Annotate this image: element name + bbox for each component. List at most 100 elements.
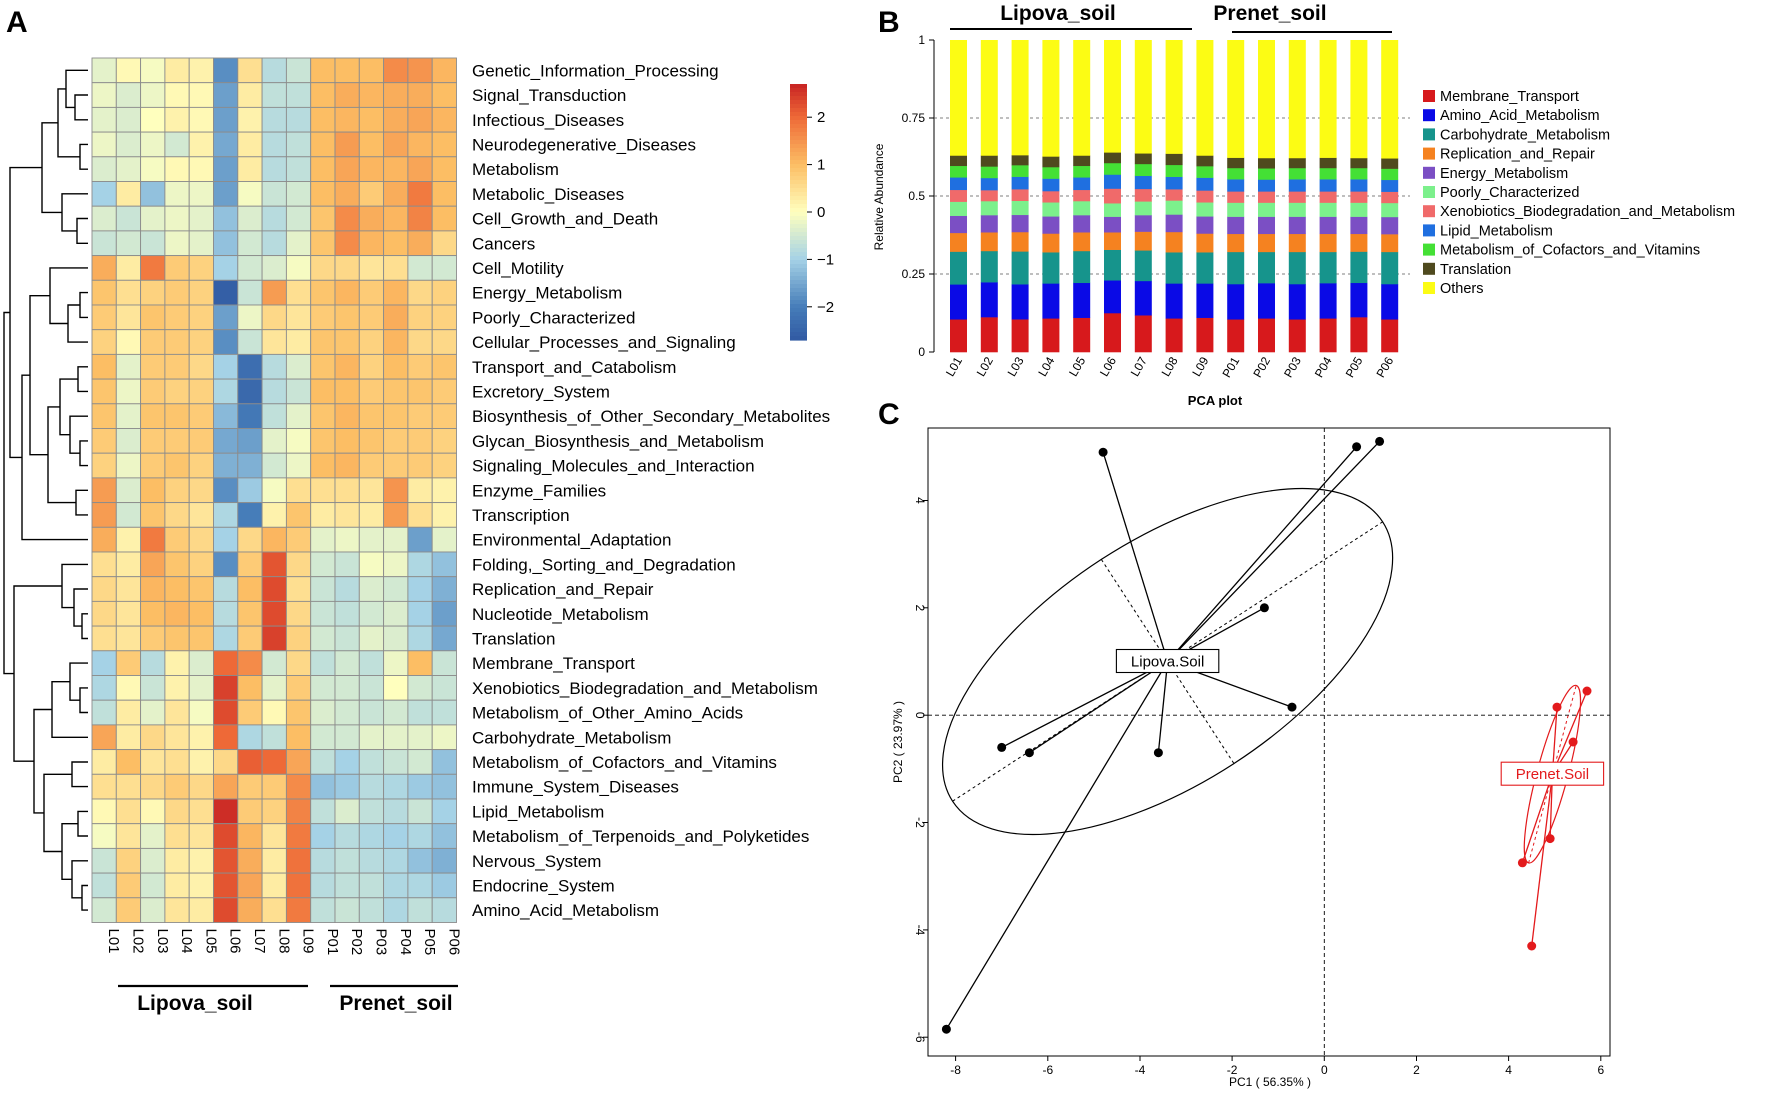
heatmap-cell [164,675,190,701]
colorbar-segment [790,292,807,297]
heatmap-cell [164,403,190,429]
heatmap-cell [334,749,360,775]
bar-y-tick-label: 0.5 [908,189,925,203]
heatmap-cell [310,353,336,380]
heatmap-cell [237,823,263,849]
heatmap-cell [188,353,214,380]
heatmap-cell [213,749,239,775]
heatmap-cell [383,279,409,306]
heatmap-cell [188,502,214,528]
heatmap-cell [383,181,409,207]
bar-segment [1319,40,1337,158]
heatmap-cell [140,551,166,578]
bar-segment [1227,283,1245,320]
colorbar-segment [790,284,807,289]
heatmap-cell [358,82,385,108]
bar-segment [950,189,967,202]
heatmap-cell [334,798,360,825]
bar-segment [1381,202,1399,218]
heatmap-cell [237,156,263,182]
heatmap-cell [188,329,214,355]
heatmap-cell [334,897,360,923]
heatmap-cell [115,255,142,281]
heatmap-cell [261,600,287,627]
colorbar-segment [790,240,807,245]
heatmap-cell [140,378,166,405]
heatmap-cell [164,230,190,257]
heatmap-cell [261,205,287,232]
heatmap-cell [213,502,239,528]
heatmap-cell [310,625,336,652]
pca-x-tick-label: 4 [1505,1063,1512,1077]
colorbar-segment [790,152,807,157]
heatmap-cell [140,872,166,899]
heatmap-cell [213,205,239,232]
heatmap-cell [358,205,385,232]
legend-label: Translation [1440,262,1511,278]
heatmap-cell [261,353,287,380]
bar-segment [1073,40,1091,156]
heatmap-row-label: Immune_System_Diseases [472,778,679,797]
bar-segment [1319,157,1337,169]
bar-segment [1073,155,1091,167]
colorbar-segment [790,248,807,253]
bar-segment [1104,249,1121,281]
heatmap-cell [358,897,385,923]
heatmap-cell [334,230,360,257]
heatmap-cell [188,181,214,207]
bar-stacks [950,40,1399,353]
heatmap-cell [91,699,117,726]
colorbar-segment [790,180,807,185]
bar-segment [1350,40,1368,159]
heatmap-cell [237,477,263,504]
bar-segment [1258,40,1275,159]
colorbar-segment [790,280,807,285]
heatmap-cell [91,255,117,281]
heatmap-cell [431,181,457,207]
bar-segment [1381,283,1399,320]
bar-segment [1350,157,1368,169]
bar-segment [1319,167,1337,180]
heatmap-cell [188,156,214,182]
colorbar-segment [790,288,807,293]
colorbar-segment [790,108,807,113]
heatmap-cell [164,699,190,726]
heatmap-cell [115,452,142,479]
heatmap-cell [431,304,457,331]
heatmap-column-label: L02 [129,929,146,954]
heatmap-cell [383,378,409,405]
bar-segment [1381,191,1399,204]
heatmap-cell [188,255,214,281]
heatmap-cell [383,131,409,158]
bar-segment [1227,319,1245,353]
heatmap-cell [310,428,336,454]
heatmap-cell [285,353,312,380]
bar-segment [1165,214,1183,233]
heatmap-cell [91,57,117,84]
heatmap-row-label: Metabolic_Diseases [472,185,624,204]
heatmap-cell [383,897,409,923]
bar-segment [1196,317,1214,353]
heatmap-cell [91,897,117,923]
bar-segment [1381,319,1399,353]
heatmap-row-label: Transport_and_Catabolism [472,358,676,377]
heatmap-cell [237,82,263,108]
heatmap-cell [91,724,117,751]
heatmap-cell [164,600,190,627]
bar-segment [1258,283,1275,319]
heatmap-cell [115,847,142,874]
heatmap-cell [164,304,190,331]
heatmap-cell [140,82,166,108]
heatmap-cell [310,897,336,923]
heatmap-cell [431,798,457,825]
colorbar-segment [790,184,807,189]
heatmap-cell [188,131,214,158]
colorbar-segment [790,236,807,241]
bar-segment [950,40,967,156]
legend-label: Xenobiotics_Biodegradation_and_Metabolis… [1440,204,1735,220]
heatmap-column-label: L09 [300,929,317,954]
heatmap-cell [115,279,142,306]
heatmap-cell [213,304,239,331]
heatmap-cell [431,823,457,849]
bar-segment [1196,216,1214,234]
